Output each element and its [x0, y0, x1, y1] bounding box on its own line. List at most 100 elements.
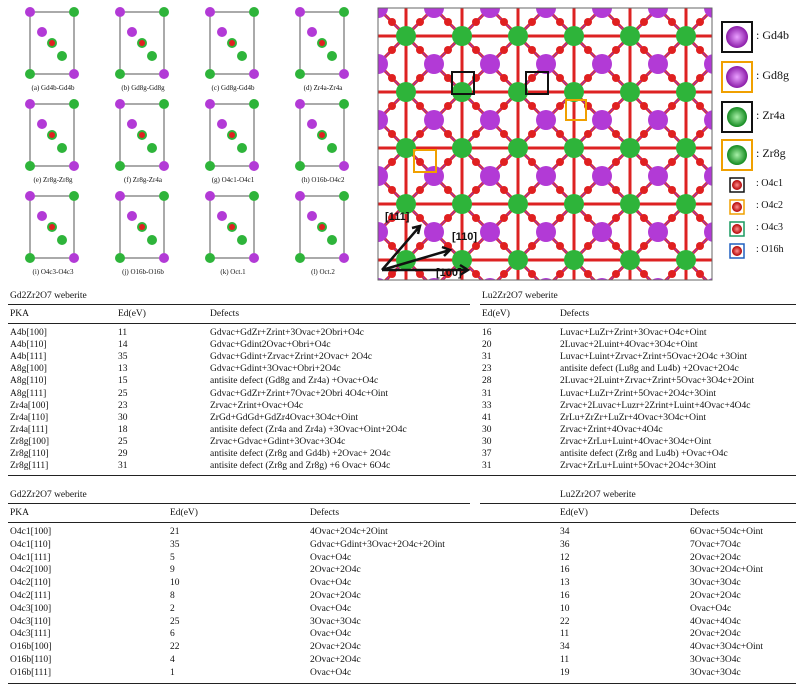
atom [69, 253, 79, 263]
panel-thumbnails [25, 7, 349, 263]
table-cell: 2Ovac+2O4c [310, 591, 361, 601]
table-cell: 36 [560, 539, 570, 550]
panel-caption: (l) Oct.2 [311, 268, 335, 276]
table-cell: A8g[111] [10, 388, 47, 399]
direction-label: [111] [385, 211, 410, 223]
table-cell: Zr8g[111] [10, 461, 49, 472]
atom [25, 69, 35, 79]
table-header: Defects [210, 309, 240, 319]
table-cell: 3Ovac+3O4c [690, 655, 741, 665]
cell-box [209, 195, 255, 259]
table-cell: 30 [482, 436, 492, 447]
atom [307, 211, 317, 221]
table-cell: 25 [118, 436, 128, 447]
atom [139, 224, 145, 230]
table-cell: Ovac+O4c [310, 667, 352, 678]
rule [480, 304, 796, 305]
table-cell: 31 [482, 352, 492, 363]
atom [319, 224, 325, 230]
site-box [413, 149, 437, 173]
table-cell: 22 [170, 642, 180, 653]
table-cell: Gdvac+GdZr+Zrint+3Ovac+2Obri+O4c [210, 328, 364, 338]
table-cell: 31 [118, 461, 128, 472]
direction-label: [110] [452, 231, 478, 243]
table-cell: 37 [482, 449, 492, 459]
atom [229, 132, 235, 138]
cell-box [209, 103, 255, 167]
atom [25, 161, 35, 171]
direction-label: [100] [436, 267, 462, 279]
atom [249, 161, 259, 171]
table-cell: 34 [560, 527, 570, 537]
atom [37, 211, 47, 221]
panel-caption: (h) O16b-O4c2 [301, 176, 345, 184]
atom [159, 253, 169, 263]
table-cell: 41 [482, 412, 492, 423]
table-cell: O16b[111] [10, 667, 51, 678]
atom [57, 143, 67, 153]
table-cell: 31 [482, 461, 492, 472]
table-cell: 25 [118, 388, 128, 399]
table-cell: Ovac+O4c [690, 603, 732, 614]
table-cell: 11 [560, 629, 570, 640]
table-cell: Zr8g[100] [10, 436, 50, 447]
table-cell: O4c1[110] [10, 539, 51, 550]
table-cell: 23 [118, 400, 128, 411]
table-cell: 33 [482, 400, 492, 411]
atom [159, 161, 169, 171]
table-cell: ZrGd+GdGd+GdZr4Ovac+3O4c+Oint [210, 412, 359, 423]
table-cell: Ovac+O4c [310, 578, 352, 589]
site-box [525, 71, 549, 95]
table-header: Ed(eV) [118, 309, 146, 319]
atom [339, 253, 349, 263]
cell-box [119, 103, 165, 167]
atom [249, 253, 259, 263]
atom [25, 7, 35, 17]
table-cell: Zr4a[110] [10, 412, 49, 423]
atom [49, 224, 55, 230]
table-cell: Zr8g[110] [10, 449, 49, 459]
rule [8, 682, 796, 684]
legend-label: : Gd4b [756, 28, 789, 42]
table-title: Lu2Zr2O7 weberite [560, 490, 636, 500]
table-cell: 13 [560, 578, 570, 589]
table-cell: 16 [482, 328, 492, 338]
atom [307, 119, 317, 129]
atom [139, 40, 145, 46]
atom [159, 99, 169, 109]
table-cell: Zr4a[100] [10, 400, 49, 411]
panel-caption: (d) Zr4a-Zr4a [303, 84, 343, 92]
table-title: Gd2Zr2O7 weberite [10, 490, 87, 500]
atom [37, 27, 47, 37]
table-cell: antisite defect (Zr8g and Lu4b) +Ovac+O4… [560, 449, 728, 459]
table-cell: Zrvac+Zrint+4Ovac+4O4c [560, 424, 663, 435]
atom [307, 27, 317, 37]
atom [237, 143, 247, 153]
site-box [451, 71, 475, 95]
table-cell: 9 [170, 565, 175, 576]
panel-caption: (f) Zr8g-Zr4a [124, 176, 162, 184]
table-cell: Zrvac+ZrLu+Luint+4Ovac+3O4c+Oint [560, 436, 712, 447]
table-title: Lu2Zr2O7 weberite [482, 291, 558, 301]
atom [205, 161, 215, 171]
rule [8, 522, 796, 523]
atom [127, 119, 137, 129]
atom [295, 161, 305, 171]
atom [115, 191, 125, 201]
table-cell: 3Ovac+3O4c [310, 616, 361, 627]
atom [249, 69, 259, 79]
table-cell: Zrvac+Gdvac+Gdint+3Ovac+3O4c [210, 436, 346, 447]
table-cell: 34 [560, 642, 570, 653]
atom [339, 69, 349, 79]
rule [8, 323, 796, 324]
atom [49, 40, 55, 46]
atom [319, 40, 325, 46]
atom [205, 191, 215, 201]
table-header: Ed(eV) [482, 309, 510, 319]
table-cell: 5 [170, 552, 175, 563]
table-cell: 3Ovac+3O4c [690, 667, 741, 678]
legend-icons [721, 21, 753, 259]
legend-label: : Zr4a [756, 108, 785, 122]
table-cell: 29 [118, 449, 128, 459]
table-cell: A8g[110] [10, 376, 47, 387]
